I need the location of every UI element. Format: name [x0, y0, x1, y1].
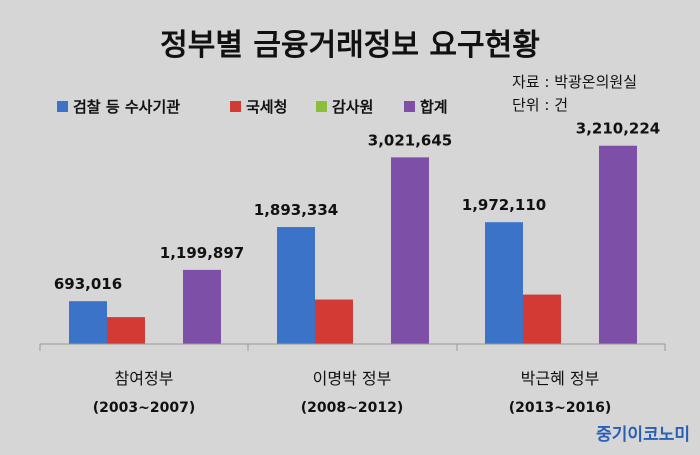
category-label: 이명박 정부: [313, 369, 392, 388]
legend-item: 국세청: [230, 98, 287, 116]
bar: [391, 157, 429, 344]
source-note: 자료 : 박광온의원실: [512, 73, 637, 91]
legend-label: 검찰 등 수사기관: [73, 98, 180, 116]
brand-logo: 중기이코노미: [596, 425, 690, 445]
legend-item: 검찰 등 수사기관: [57, 98, 180, 116]
legend-label: 국세청: [246, 98, 287, 116]
legend-label: 감사원: [332, 98, 373, 116]
bar: [277, 227, 315, 344]
period-label: (2013~2016): [509, 400, 611, 416]
period-label: (2008~2012): [301, 400, 403, 416]
legend-item: 감사원: [316, 98, 373, 116]
category-label: 참여정부: [115, 369, 174, 388]
data-label: 3,021,645: [368, 131, 452, 149]
period-label: (2003~2007): [93, 400, 195, 416]
data-label: 1,972,110: [462, 196, 546, 214]
legend: 검찰 등 수사기관 국세청 감사원 합계: [57, 98, 448, 116]
bar: [183, 269, 221, 344]
bar: [315, 299, 353, 344]
unit-note: 단위 : 건: [512, 96, 568, 114]
legend-swatch: [404, 101, 415, 112]
bar: [69, 301, 107, 344]
legend-swatch: [230, 101, 241, 112]
legend-item: 합계: [404, 98, 448, 116]
bar: [485, 222, 523, 344]
bar: [523, 294, 561, 344]
chart-title: 정부별 금융거래정보 요구현황: [160, 28, 540, 63]
legend-swatch: [316, 101, 327, 112]
data-label: 3,210,224: [576, 120, 660, 138]
data-label: 1,893,334: [254, 201, 338, 219]
bars-group: [69, 145, 637, 344]
data-label: 693,016: [54, 275, 122, 293]
bar: [107, 317, 145, 344]
data-label: 1,199,897: [160, 244, 244, 262]
legend-swatch: [57, 101, 68, 112]
value-labels-group: 693,016 1,199,897 1,893,334 3,021,645 1,972,…: [54, 120, 660, 293]
legend-label: 합계: [420, 98, 448, 116]
category-labels-group: 참여정부 (2003~2007) 이명박 정부 (2008~2012) 박근혜 정부 (2…: [93, 369, 611, 416]
category-label: 박근혜 정부: [521, 369, 600, 388]
bar: [599, 145, 637, 344]
